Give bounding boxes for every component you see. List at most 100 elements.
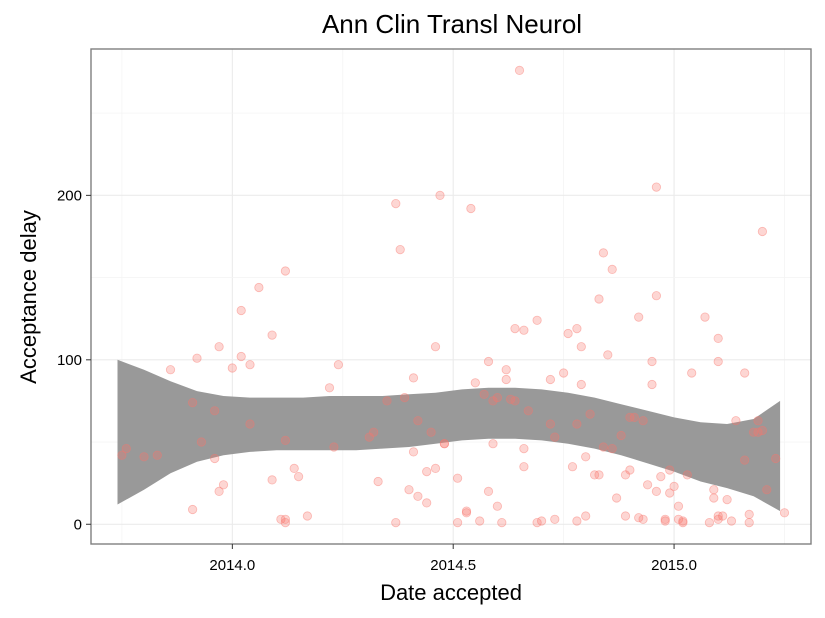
data-point <box>466 203 476 214</box>
data-point <box>611 493 622 503</box>
data-point <box>620 470 631 480</box>
y-tick-label: 100 <box>57 352 82 369</box>
data-point <box>267 475 277 485</box>
data-point <box>236 351 246 362</box>
data-point <box>598 248 609 258</box>
data-point <box>673 514 684 524</box>
data-point <box>373 476 383 487</box>
data-point <box>276 514 286 524</box>
data-point <box>245 419 255 429</box>
data-point <box>651 182 662 192</box>
data-point <box>722 494 732 505</box>
data-point <box>678 516 688 526</box>
data-point <box>753 416 763 426</box>
data-point <box>293 471 304 482</box>
data-point <box>413 491 423 501</box>
data-point <box>280 514 290 524</box>
data-point <box>426 427 436 437</box>
data-point <box>210 406 220 416</box>
data-point <box>488 439 498 449</box>
data-point <box>762 485 772 495</box>
data-point <box>510 396 520 406</box>
data-point <box>572 323 582 334</box>
data-point <box>505 394 516 404</box>
data-point <box>121 443 131 454</box>
data-point <box>532 315 542 325</box>
data-point <box>757 226 768 237</box>
data-point <box>196 437 206 447</box>
data-point <box>682 470 692 480</box>
data-point <box>483 356 494 367</box>
data-point <box>399 392 410 403</box>
data-point <box>364 432 374 442</box>
data-point <box>545 419 556 429</box>
data-point <box>218 480 229 490</box>
data-point <box>152 450 162 460</box>
data-point <box>430 463 441 473</box>
data-point <box>718 511 728 521</box>
data-point <box>638 514 648 524</box>
data-point <box>607 264 617 274</box>
data-point <box>413 416 423 426</box>
data-point <box>329 442 339 452</box>
data-point <box>589 470 600 480</box>
data-point <box>461 508 472 518</box>
data-point <box>642 480 653 490</box>
data-point <box>422 466 432 477</box>
data-point <box>382 396 392 406</box>
chart-title: Ann Clin Transl Neurol <box>322 9 582 39</box>
data-point <box>607 443 617 454</box>
data-point <box>625 465 635 475</box>
data-point <box>709 485 719 495</box>
data-point <box>519 443 529 454</box>
data-point <box>254 282 264 293</box>
data-point <box>638 416 648 426</box>
data-point <box>214 342 224 352</box>
data-point <box>603 350 613 360</box>
data-point <box>492 501 502 511</box>
data-point <box>665 465 675 475</box>
x-tick-label: 2014.5 <box>430 557 476 574</box>
data-point <box>616 430 626 441</box>
data-point <box>647 356 657 367</box>
data-point <box>267 330 277 340</box>
data-point <box>461 506 472 516</box>
data-point <box>576 379 586 390</box>
data-point <box>740 368 750 378</box>
data-point <box>395 245 405 255</box>
y-axis: 0 100 200 <box>57 187 91 533</box>
data-point <box>188 504 198 515</box>
data-point <box>594 470 604 480</box>
data-point <box>280 517 290 528</box>
y-axis-label: Acceptance delay <box>16 210 41 384</box>
data-point <box>139 452 149 462</box>
data-point <box>678 517 688 528</box>
data-point <box>404 485 414 495</box>
data-point <box>369 427 379 437</box>
data-point <box>713 511 723 521</box>
data-point <box>227 363 237 373</box>
data-point <box>514 65 525 76</box>
data-point <box>280 266 290 276</box>
x-axis: 2014.0 2014.5 2015.0 <box>209 544 697 574</box>
data-point <box>245 360 255 370</box>
data-point <box>634 312 644 322</box>
data-point <box>550 432 560 442</box>
data-point <box>519 325 529 335</box>
data-point <box>660 514 670 524</box>
data-point <box>704 517 715 528</box>
data-point <box>673 501 684 511</box>
data-point <box>439 439 449 449</box>
data-point <box>572 419 582 429</box>
data-point <box>629 412 639 422</box>
data-point <box>651 291 662 301</box>
data-point <box>581 511 591 521</box>
data-point <box>563 328 573 339</box>
data-points <box>117 65 790 528</box>
data-point <box>439 439 449 449</box>
data-point <box>236 305 246 316</box>
data-point <box>713 333 723 343</box>
data-point <box>188 397 198 408</box>
data-point <box>488 396 498 406</box>
